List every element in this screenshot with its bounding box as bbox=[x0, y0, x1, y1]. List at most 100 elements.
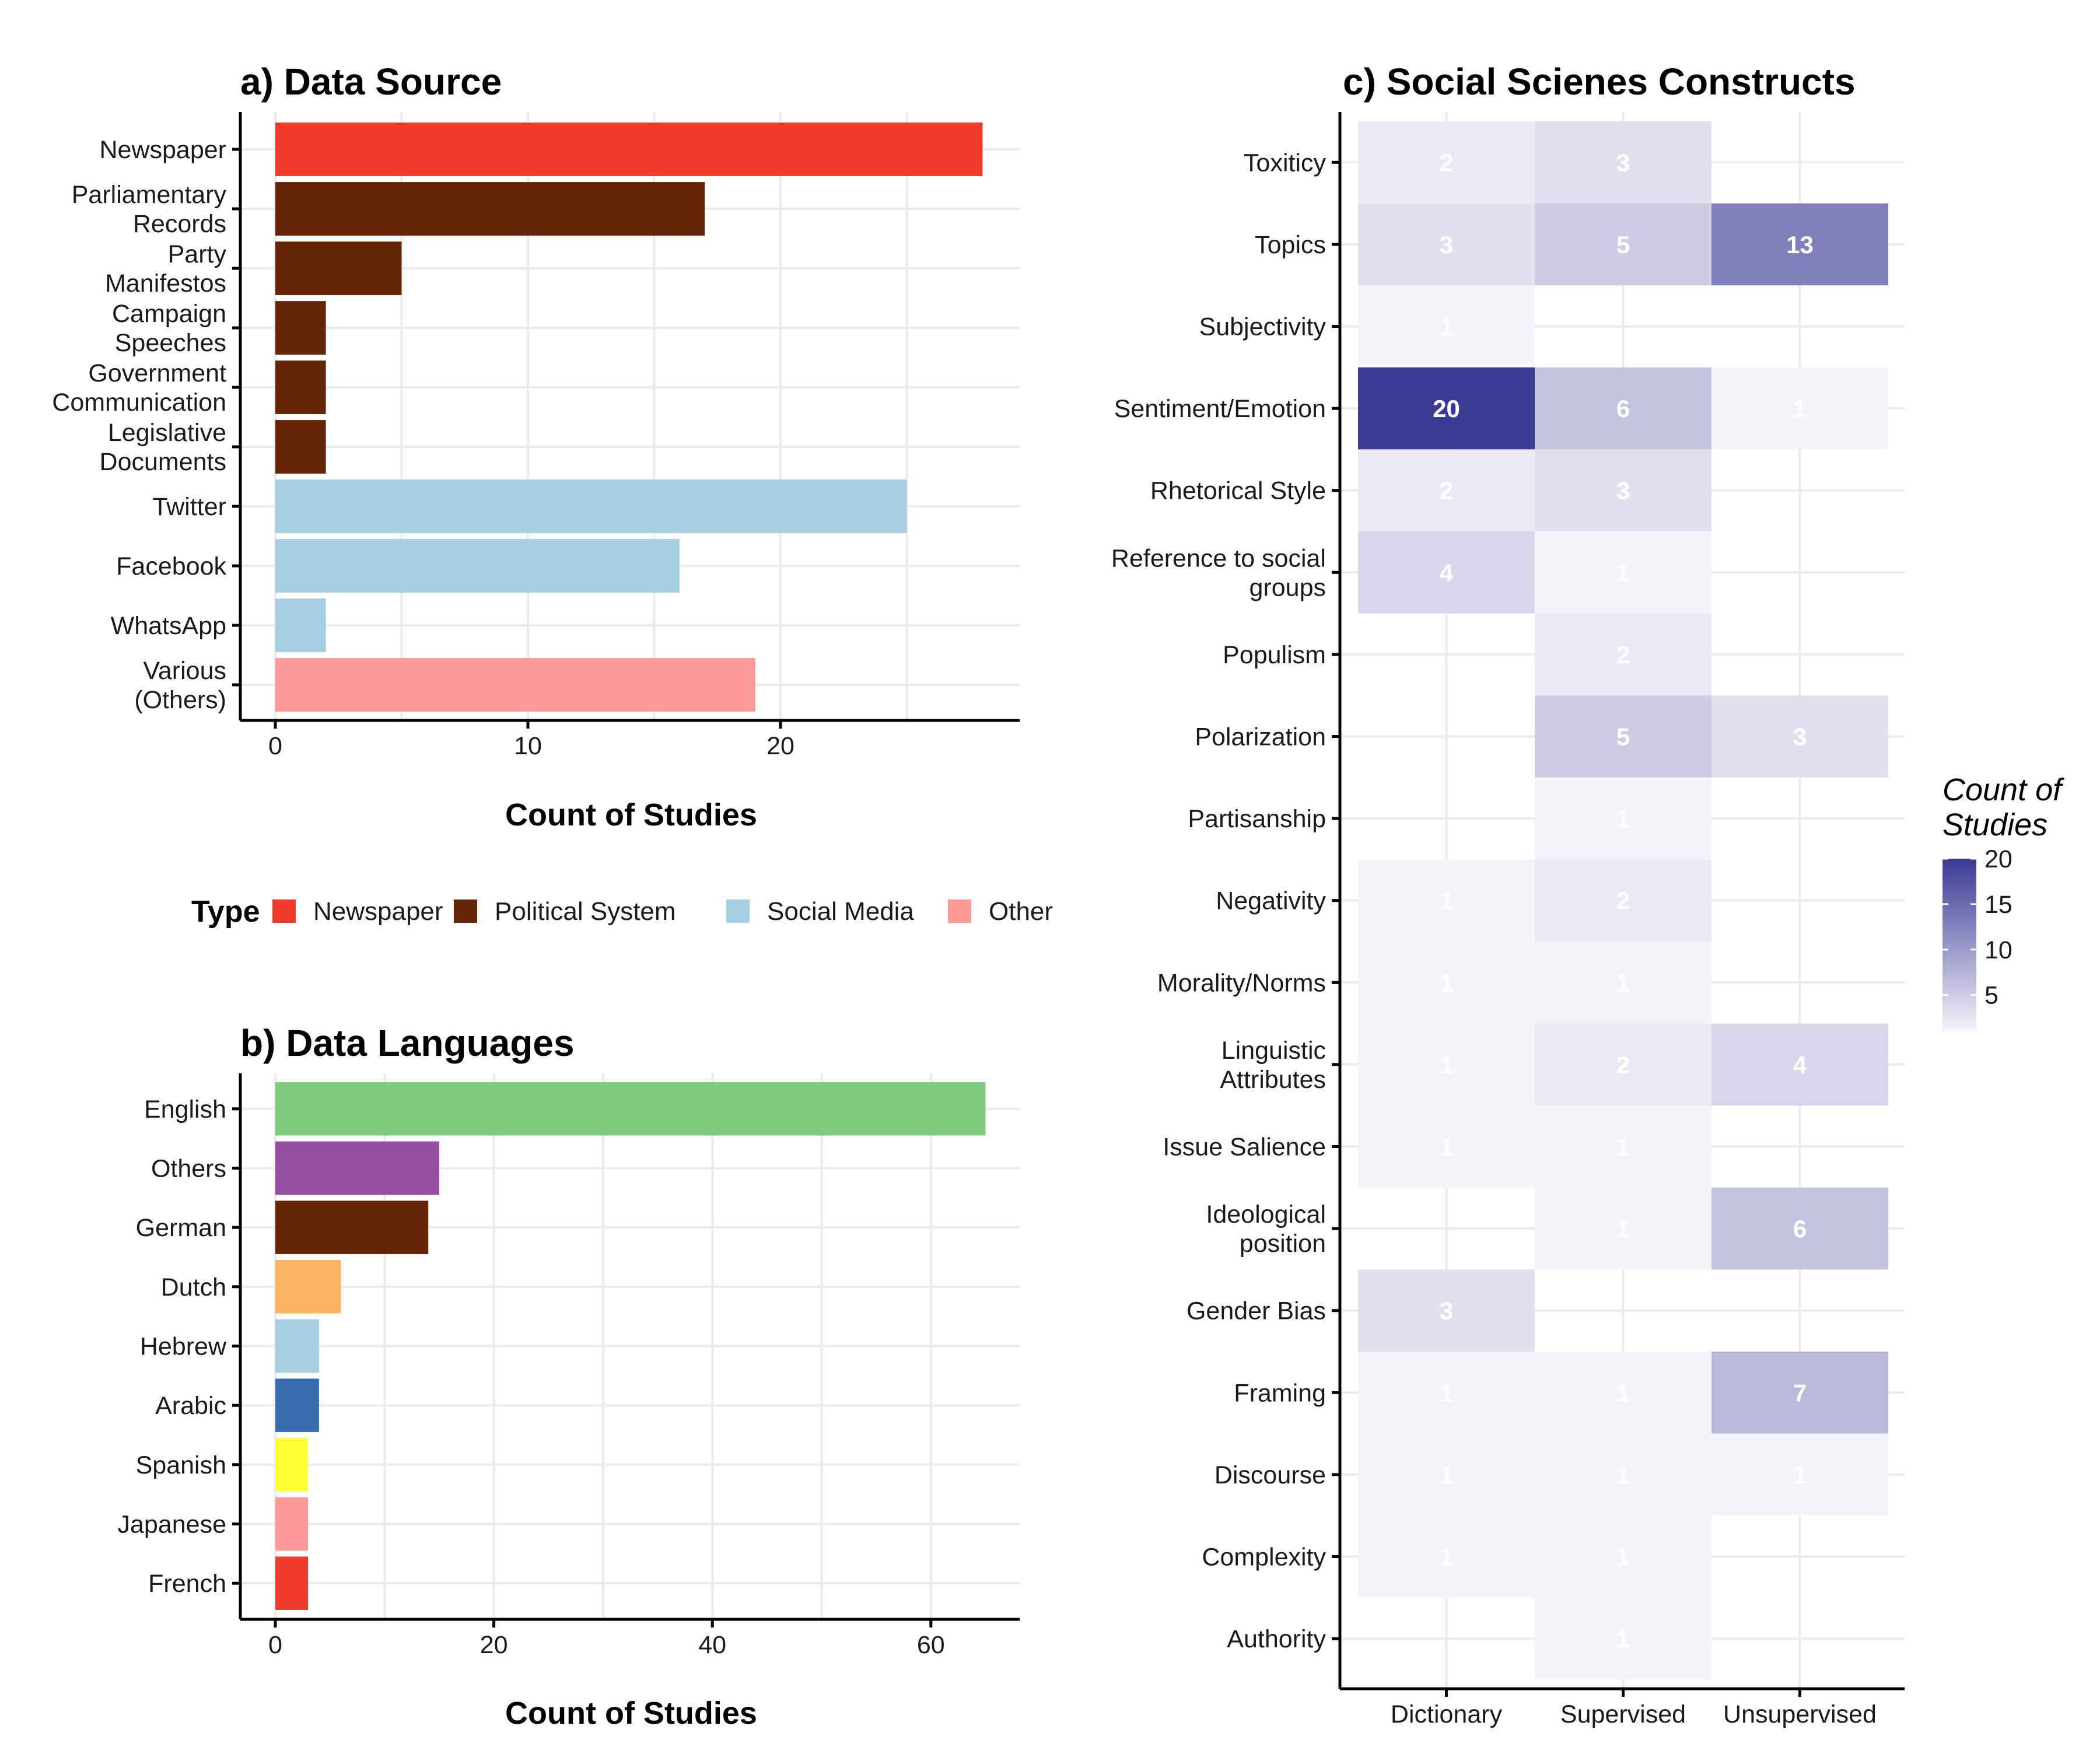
heatmap-cell-discourse-supervised bbox=[1535, 1433, 1712, 1516]
tick-label-line: Negativity bbox=[1216, 887, 1326, 915]
heatmap-cell-value: 6 bbox=[1616, 395, 1630, 422]
x-tick-label: 20 bbox=[766, 732, 794, 760]
heatmap-cell-rhetorical-style-supervised bbox=[1535, 449, 1712, 531]
heatmap-cell-value: 4 bbox=[1793, 1051, 1807, 1079]
construct-label-rhetorical-style: Rhetorical Style bbox=[1150, 477, 1326, 505]
heatmap-cell-value: 2 bbox=[1616, 887, 1630, 915]
method-label-dictionary: Dictionary bbox=[1391, 1700, 1503, 1728]
tick-label-line: Communication bbox=[52, 388, 226, 416]
construct-label-complexity: Complexity bbox=[1202, 1544, 1326, 1572]
heatmap-cell-value: 1 bbox=[1616, 1625, 1630, 1653]
legend-title: Type bbox=[191, 895, 260, 929]
heatmap-cell-discourse-unsupervised bbox=[1712, 1433, 1888, 1516]
colorbar-title-line-2: Studies bbox=[1943, 807, 2048, 842]
heatmap-cell-value: 5 bbox=[1616, 723, 1630, 751]
legend-swatch-other bbox=[948, 900, 971, 923]
constructs-heatmap-cells: 2 3 3 5 13 1 20 6 1 2 3 4 1 2 5 3 1 1 2 1 1 1 2 4 1 1 1 6 3 1 1 7 1 1 1 1 1 1 bbox=[1358, 121, 1888, 1680]
tick-label-line: Populism bbox=[1223, 641, 1326, 669]
construct-label-populism: Populism bbox=[1223, 641, 1326, 669]
heatmap-cell-value: 13 bbox=[1786, 231, 1814, 258]
category-label-twitter: Twitter bbox=[152, 493, 226, 521]
data-source-panel: a) Data Source Newspaper Parliamentary Rec… bbox=[52, 61, 1053, 929]
heatmap-cell-value: 1 bbox=[1616, 1215, 1630, 1242]
tick-label-line: groups bbox=[1250, 573, 1326, 601]
category-label-legislative-documents: Legislative Documents bbox=[100, 419, 226, 476]
data-source-x-axis-title: Count of Studies bbox=[505, 797, 757, 832]
tick-label-line: Partisanship bbox=[1188, 805, 1326, 833]
bar-japanese bbox=[275, 1497, 309, 1551]
bar-whatsapp bbox=[275, 598, 326, 652]
bar-english bbox=[275, 1082, 986, 1136]
heatmap-cell-value: 1 bbox=[1440, 1544, 1453, 1571]
construct-label-reference-to-social-groups: Reference to social groups bbox=[1111, 544, 1326, 601]
category-label-arabic: Arabic bbox=[155, 1392, 226, 1420]
legend-swatch-social-media bbox=[726, 900, 750, 923]
heatmap-cell-morality-norms-supervised bbox=[1535, 942, 1712, 1024]
tick-label-line: Framing bbox=[1234, 1379, 1326, 1407]
bar-campaign-speeches bbox=[275, 301, 326, 355]
data-languages-panel: b) Data Languages English Others German Dut… bbox=[118, 1022, 1020, 1731]
heatmap-cell-subjectivity-dictionary bbox=[1358, 285, 1535, 368]
heatmap-cell-toxiticy-dictionary bbox=[1358, 121, 1535, 204]
bar-party-manifestos bbox=[275, 242, 402, 295]
data-languages-title: b) Data Languages bbox=[240, 1022, 575, 1064]
bar-french bbox=[275, 1556, 309, 1610]
category-label-campaign-speeches: Campaign Speeches bbox=[112, 300, 226, 357]
heatmap-cell-framing-unsupervised bbox=[1712, 1352, 1888, 1434]
category-label-spanish: Spanish bbox=[136, 1451, 226, 1479]
heatmap-cell-rhetorical-style-dictionary bbox=[1358, 449, 1535, 531]
heatmap-cell-value: 5 bbox=[1616, 231, 1630, 258]
legend-swatch-political-system bbox=[454, 900, 477, 923]
construct-label-partisanship: Partisanship bbox=[1188, 805, 1326, 833]
heatmap-cell-value: 4 bbox=[1440, 559, 1454, 586]
legend-label-newspaper: Newspaper bbox=[313, 897, 443, 926]
construct-label-subjectivity: Subjectivity bbox=[1199, 313, 1326, 341]
tick-label-line: Sentiment/Emotion bbox=[1114, 395, 1326, 423]
tick-label-line: Legislative bbox=[108, 419, 226, 447]
tick-label-line: Campaign bbox=[112, 300, 226, 328]
tick-label-line: Linguistic bbox=[1222, 1037, 1326, 1065]
data-source-bars bbox=[275, 123, 983, 712]
heatmap-cell-polarization-supervised bbox=[1535, 695, 1712, 778]
heatmap-cell-topics-dictionary bbox=[1358, 203, 1535, 286]
x-tick-label: 60 bbox=[917, 1631, 945, 1659]
heatmap-cell-value: 1 bbox=[1793, 395, 1807, 422]
heatmap-cell-value: 20 bbox=[1433, 395, 1460, 422]
heatmap-cell-value: 1 bbox=[1616, 1544, 1630, 1571]
data-languages-y-axis: English Others German Dutch Hebrew Arabic Span… bbox=[118, 1073, 242, 1619]
tick-label-line: Topics bbox=[1255, 231, 1326, 259]
heatmap-cell-framing-dictionary bbox=[1358, 1352, 1535, 1434]
tick-label-line: Records bbox=[133, 210, 226, 238]
bar-dutch bbox=[275, 1260, 341, 1314]
category-label-german: German bbox=[136, 1214, 226, 1242]
tick-label-line: Polarization bbox=[1195, 723, 1326, 751]
heatmap-cell-gender-bias-dictionary bbox=[1358, 1269, 1535, 1352]
tick-label-line: Reference to social bbox=[1111, 544, 1326, 572]
construct-label-authority: Authority bbox=[1227, 1625, 1326, 1653]
colorbar-gradient-bar bbox=[1943, 859, 1976, 1031]
heatmap-cell-value: 3 bbox=[1616, 149, 1630, 176]
construct-label-negativity: Negativity bbox=[1216, 887, 1326, 915]
heatmap-cell-value: 2 bbox=[1440, 477, 1453, 505]
legend-swatch-newspaper bbox=[272, 900, 296, 923]
heatmap-cell-value: 1 bbox=[1793, 1461, 1807, 1489]
colorbar-tick-label: 5 bbox=[1985, 982, 1999, 1010]
constructs-y-axis: Toxiticy Topics Subjectivity Sentiment/Emot… bbox=[1111, 112, 1342, 1689]
heatmap-cell-toxiticy-supervised bbox=[1535, 121, 1712, 204]
tick-label-line: Issue Salience bbox=[1163, 1133, 1326, 1161]
heatmap-cell-value: 1 bbox=[1440, 1051, 1453, 1079]
heatmap-cell-sentiment-emotion-supervised bbox=[1535, 367, 1712, 450]
bar-government-communication bbox=[275, 360, 326, 414]
heatmap-cell-value: 1 bbox=[1440, 1133, 1453, 1161]
heatmap-cell-value: 1 bbox=[1616, 559, 1630, 586]
category-label-party-manifestos: Party Manifestos bbox=[105, 240, 226, 298]
heatmap-cell-value: 6 bbox=[1793, 1215, 1807, 1242]
heatmap-cell-ideological-position-supervised bbox=[1535, 1187, 1712, 1270]
heatmap-cell-value: 3 bbox=[1440, 1297, 1453, 1325]
heatmap-cell-negativity-dictionary bbox=[1358, 859, 1535, 942]
construct-label-polarization: Polarization bbox=[1195, 723, 1326, 751]
heatmap-cell-value: 3 bbox=[1440, 231, 1453, 258]
